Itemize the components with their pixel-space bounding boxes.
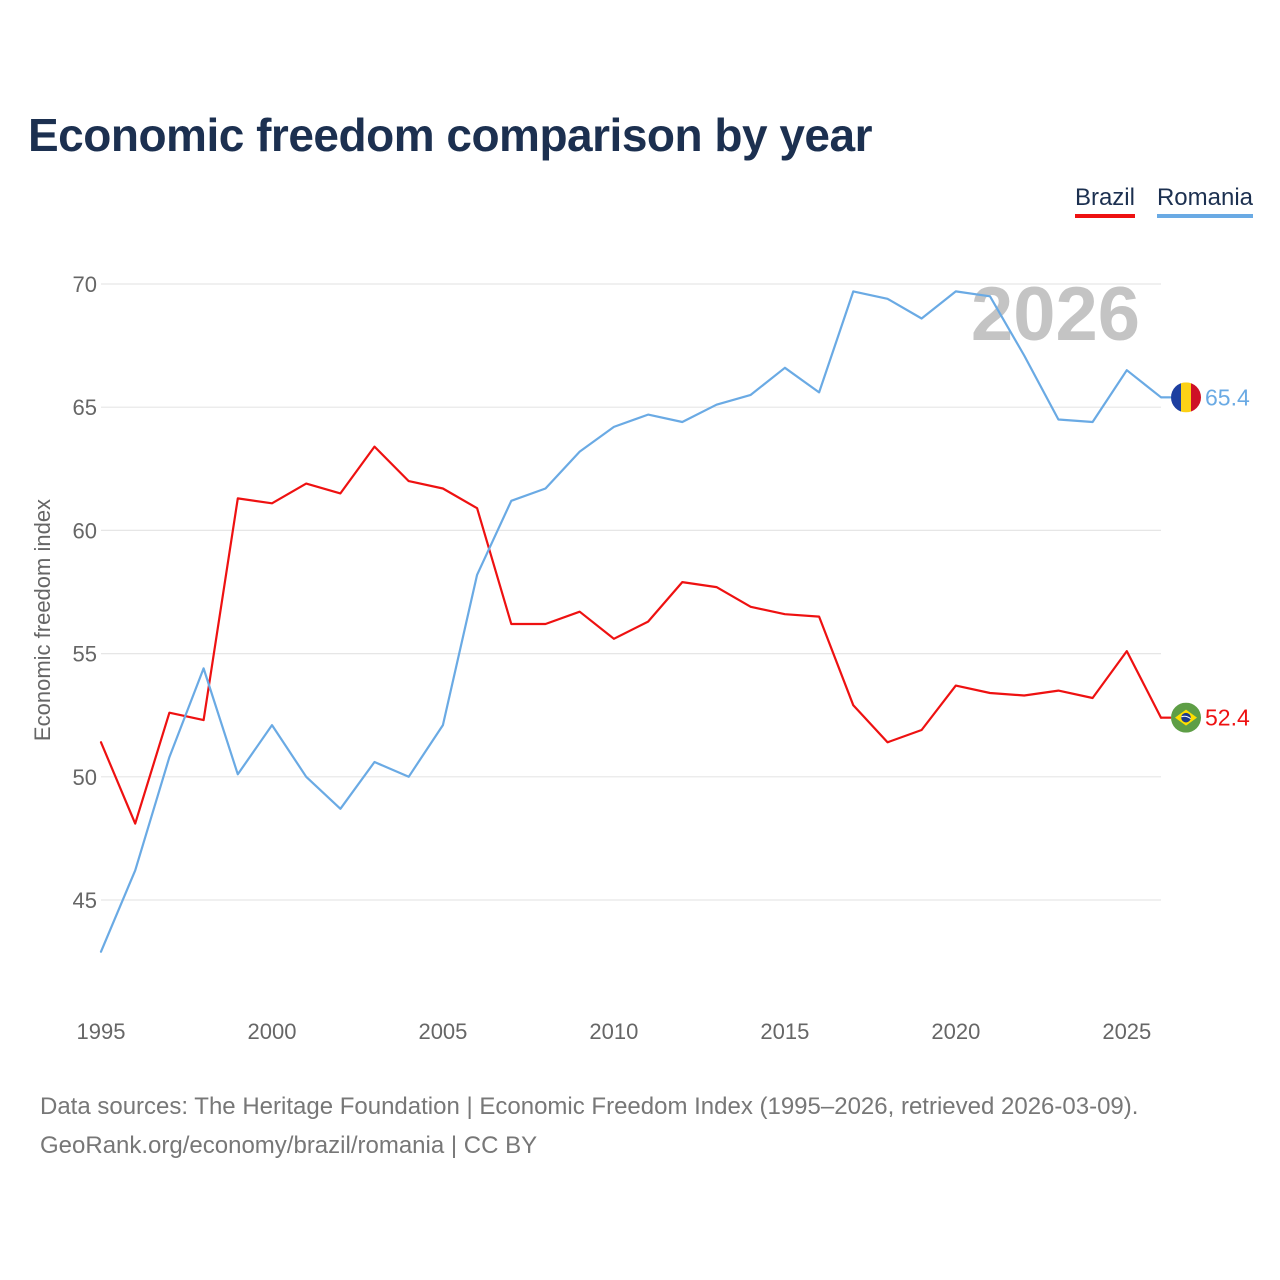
series-line-romania[interactable] [99, 290, 1163, 953]
data-point-romania-2009[interactable] [575, 447, 585, 457]
x-tick-label: 1995 [77, 1019, 126, 1044]
y-tick-label: 70 [73, 272, 97, 297]
footer-sources: Data sources: The Heritage Foundation | … [40, 1093, 1139, 1120]
data-point-romania-1998[interactable] [199, 663, 209, 673]
y-tick-label: 50 [73, 765, 97, 790]
data-point-romania-1999[interactable] [233, 769, 243, 779]
data-point-brazil-1999[interactable] [233, 493, 243, 503]
grid [101, 283, 1161, 901]
data-point-romania-1997[interactable] [164, 752, 174, 762]
data-point-romania-2014[interactable] [746, 390, 756, 400]
data-point-romania-2019[interactable] [917, 313, 927, 323]
data-point-romania-2015[interactable] [780, 363, 790, 373]
data-point-brazil-2006[interactable] [472, 503, 482, 513]
data-point-romania-2025[interactable] [1122, 365, 1132, 375]
data-point-romania-2008[interactable] [541, 484, 551, 494]
data-point-romania-2006[interactable] [472, 570, 482, 580]
data-point-romania-2012[interactable] [677, 417, 687, 427]
end-value-label-romania: 65.4 [1205, 384, 1250, 410]
footer-attribution: GeoRank.org/economy/brazil/romania | CC … [40, 1132, 538, 1159]
legend-item-romania[interactable]: Romania [1156, 184, 1253, 218]
y-tick-label: 45 [73, 888, 97, 913]
data-point-romania-2001[interactable] [301, 772, 311, 782]
data-point-romania-2002[interactable] [335, 804, 345, 814]
data-point-romania-2021[interactable] [985, 291, 995, 301]
data-point-brazil-2005[interactable] [438, 484, 448, 494]
romania-flag-icon [1171, 382, 1201, 413]
y-tick-label: 60 [73, 518, 97, 543]
data-point-brazil-1995[interactable] [96, 737, 106, 747]
data-point-brazil-2009[interactable] [575, 607, 585, 617]
data-point-romania-2020[interactable] [951, 286, 961, 296]
data-point-brazil-2017[interactable] [848, 700, 858, 710]
x-tick-label: 2015 [760, 1019, 809, 1044]
data-point-romania-2005[interactable] [438, 720, 448, 730]
data-point-romania-2003[interactable] [370, 757, 380, 767]
data-point-brazil-2024[interactable] [1088, 693, 1098, 703]
data-point-brazil-2019[interactable] [917, 725, 927, 735]
data-point-brazil-2011[interactable] [643, 617, 653, 627]
data-point-romania-2004[interactable] [404, 772, 414, 782]
data-point-brazil-1997[interactable] [164, 708, 174, 718]
data-point-romania-2013[interactable] [711, 400, 721, 410]
data-point-brazil-2021[interactable] [985, 688, 995, 698]
x-tick-label: 2025 [1102, 1019, 1151, 1044]
data-point-brazil-1998[interactable] [199, 715, 209, 725]
data-point-romania-2023[interactable] [1053, 415, 1063, 425]
data-point-romania-2022[interactable] [1019, 350, 1029, 360]
brazil-flag-icon [1171, 702, 1201, 733]
data-point-brazil-2012[interactable] [677, 577, 687, 587]
data-point-brazil-2000[interactable] [267, 498, 277, 508]
data-point-romania-2024[interactable] [1088, 417, 1098, 427]
footer: Data sources: The Heritage Foundation | … [40, 1087, 1138, 1165]
data-point-romania-2017[interactable] [848, 286, 858, 296]
data-point-romania-2016[interactable] [814, 387, 824, 397]
data-point-brazil-2001[interactable] [301, 479, 311, 489]
data-point-romania-2011[interactable] [643, 410, 653, 420]
data-point-brazil-2025[interactable] [1122, 646, 1132, 656]
data-point-brazil-2013[interactable] [711, 582, 721, 592]
legend: Brazil Romania [1074, 184, 1253, 218]
x-tick-label: 2005 [418, 1019, 467, 1044]
data-point-brazil-2016[interactable] [814, 612, 824, 622]
data-point-brazil-2020[interactable] [951, 681, 961, 691]
x-tick-label: 2010 [589, 1019, 638, 1044]
data-point-romania-1995[interactable] [96, 947, 106, 957]
data-point-brazil-2002[interactable] [335, 488, 345, 498]
data-point-romania-2010[interactable] [609, 422, 619, 432]
data-point-romania-2018[interactable] [882, 294, 892, 304]
data-point-romania-1996[interactable] [130, 865, 140, 875]
data-point-brazil-2007[interactable] [506, 619, 516, 629]
series [96, 286, 1163, 957]
data-point-romania-2000[interactable] [267, 720, 277, 730]
data-point-brazil-2008[interactable] [541, 619, 551, 629]
end-value-label-brazil: 52.4 [1205, 705, 1250, 731]
data-point-brazil-2018[interactable] [882, 737, 892, 747]
chart-title: Economic freedom comparison by year [28, 109, 873, 161]
data-point-brazil-1996[interactable] [130, 819, 140, 829]
data-point-brazil-2010[interactable] [609, 634, 619, 644]
series-line-brazil[interactable] [99, 445, 1163, 825]
x-tick-label: 2020 [931, 1019, 980, 1044]
y-tick-label: 65 [73, 395, 97, 420]
series-end-markers: 52.4 65.4 [1161, 382, 1250, 733]
x-tick-label: 2000 [247, 1019, 296, 1044]
data-point-brazil-2023[interactable] [1053, 686, 1063, 696]
y-axis-label: Economic freedom index [30, 499, 55, 741]
data-point-romania-2007[interactable] [506, 496, 516, 506]
year-watermark: 2026 [971, 272, 1140, 357]
y-axis-ticks: 45 50 55 60 65 70 [73, 272, 97, 913]
data-point-brazil-2014[interactable] [746, 602, 756, 612]
data-point-brazil-2015[interactable] [780, 609, 790, 619]
series-romania [96, 286, 1163, 957]
y-tick-label: 55 [73, 642, 97, 667]
data-point-brazil-2004[interactable] [404, 476, 414, 486]
data-point-brazil-2003[interactable] [370, 442, 380, 452]
series-brazil [96, 442, 1163, 829]
legend-item-brazil[interactable]: Brazil [1074, 184, 1135, 218]
data-point-brazil-2022[interactable] [1019, 690, 1029, 700]
x-axis-ticks: 1995 2000 2005 2010 2015 2020 2025 [77, 1019, 1152, 1044]
